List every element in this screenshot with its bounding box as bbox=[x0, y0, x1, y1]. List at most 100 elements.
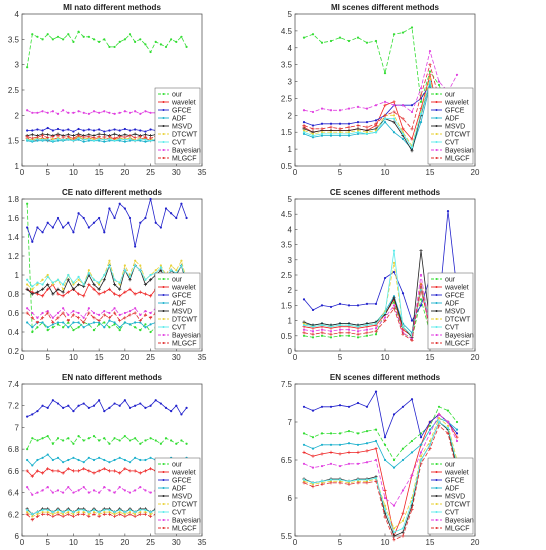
data-point bbox=[365, 324, 369, 327]
x-tick-label: 20 bbox=[471, 538, 480, 547]
data-point bbox=[356, 132, 360, 136]
data-point bbox=[347, 331, 351, 335]
data-point bbox=[103, 138, 106, 141]
data-point bbox=[338, 109, 342, 112]
data-point bbox=[138, 471, 142, 475]
data-point bbox=[87, 514, 91, 519]
data-point bbox=[87, 272, 90, 275]
data-point bbox=[143, 282, 148, 287]
data-point bbox=[455, 73, 459, 76]
data-point bbox=[113, 128, 116, 131]
data-point bbox=[72, 281, 75, 284]
data-point bbox=[35, 320, 40, 325]
data-point bbox=[356, 462, 360, 465]
data-point bbox=[455, 428, 459, 431]
data-point bbox=[148, 316, 153, 320]
legend-marker bbox=[435, 519, 438, 521]
y-tick-label: 1.2 bbox=[8, 252, 20, 261]
data-point bbox=[46, 329, 49, 332]
data-point bbox=[302, 432, 306, 435]
data-point bbox=[320, 41, 324, 44]
data-point bbox=[338, 131, 342, 134]
data-point bbox=[25, 135, 29, 139]
data-point bbox=[144, 130, 147, 133]
y-tick-label: 2 bbox=[288, 286, 293, 295]
x-tick-label: 0 bbox=[293, 168, 298, 177]
data-point bbox=[139, 264, 142, 267]
y-tick-label: 2 bbox=[288, 111, 293, 120]
data-point bbox=[134, 437, 137, 440]
y-tick-label: 3.5 bbox=[8, 35, 20, 44]
data-point bbox=[392, 527, 396, 530]
data-point bbox=[108, 461, 111, 464]
data-point bbox=[347, 304, 351, 307]
data-point bbox=[36, 491, 39, 494]
data-point bbox=[51, 135, 55, 139]
data-point bbox=[149, 437, 152, 440]
data-point bbox=[123, 138, 126, 141]
data-point bbox=[134, 245, 137, 248]
data-point bbox=[72, 40, 75, 43]
data-point bbox=[108, 129, 111, 132]
data-point bbox=[36, 513, 39, 516]
data-point bbox=[46, 311, 50, 315]
data-point bbox=[374, 302, 378, 305]
legend-marker bbox=[162, 318, 165, 320]
data-point bbox=[170, 264, 173, 267]
data-point bbox=[92, 512, 96, 516]
data-point bbox=[36, 283, 39, 286]
data-point bbox=[320, 443, 324, 446]
chart-title: MI nato different methods bbox=[63, 3, 161, 12]
data-point bbox=[139, 129, 142, 132]
data-point bbox=[338, 331, 342, 335]
data-point bbox=[410, 127, 414, 131]
data-point bbox=[329, 134, 333, 137]
data-point bbox=[31, 111, 34, 114]
data-point bbox=[134, 513, 137, 516]
data-point bbox=[98, 323, 101, 326]
data-point bbox=[410, 110, 414, 114]
data-point bbox=[134, 264, 137, 267]
data-point bbox=[56, 311, 60, 315]
legend-marker bbox=[162, 133, 165, 135]
y-tick-label: 2.5 bbox=[281, 94, 293, 103]
data-point bbox=[40, 294, 45, 298]
y-tick-label: 7.5 bbox=[281, 380, 293, 389]
data-point bbox=[347, 462, 351, 465]
data-point bbox=[77, 321, 80, 324]
data-point bbox=[383, 72, 387, 75]
data-point bbox=[123, 467, 127, 471]
data-point bbox=[159, 268, 163, 272]
data-point bbox=[92, 278, 96, 281]
data-point bbox=[46, 33, 49, 36]
data-point bbox=[374, 122, 378, 126]
data-point bbox=[66, 319, 70, 323]
data-point bbox=[144, 140, 147, 143]
y-tick-label: 0.5 bbox=[281, 162, 293, 171]
legend-label: wavelet bbox=[444, 285, 469, 292]
data-point bbox=[139, 402, 142, 405]
data-point bbox=[26, 458, 29, 462]
legend-marker bbox=[162, 310, 165, 312]
data-point bbox=[128, 313, 132, 317]
legend-marker bbox=[435, 109, 438, 111]
legend-label: MSVD bbox=[172, 124, 192, 131]
data-point bbox=[118, 471, 122, 475]
data-point bbox=[383, 100, 387, 103]
x-tick-label: 15 bbox=[426, 353, 435, 362]
data-point bbox=[143, 512, 148, 516]
data-point bbox=[67, 458, 70, 462]
data-point bbox=[36, 326, 39, 329]
y-tick-label: 1.5 bbox=[8, 137, 20, 146]
data-point bbox=[419, 273, 423, 277]
data-point bbox=[62, 288, 65, 291]
chart-panel: EN nato different methods 0 5 10 15 20 25 30 35 6… bbox=[8, 373, 207, 547]
data-point bbox=[302, 405, 306, 408]
data-point bbox=[392, 114, 396, 117]
data-point bbox=[356, 120, 360, 124]
x-tick-label: 35 bbox=[198, 168, 207, 177]
data-point bbox=[87, 511, 90, 514]
legend-marker bbox=[435, 471, 438, 473]
data-point bbox=[98, 111, 101, 114]
data-point bbox=[71, 136, 76, 140]
